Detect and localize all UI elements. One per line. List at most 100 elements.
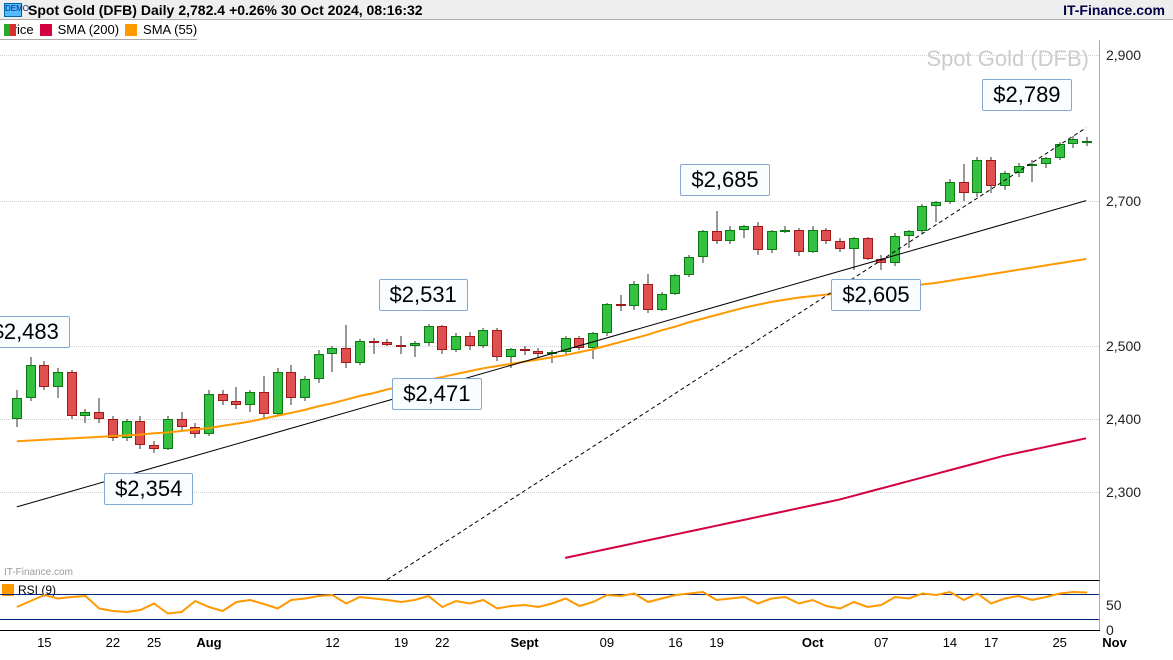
candle[interactable] (355, 40, 365, 580)
x-axis: 152225Aug121922Sept091619Oct07141725Nov (0, 630, 1100, 660)
price-annotation: $2,685 (680, 164, 769, 196)
candle[interactable] (602, 40, 612, 580)
candle[interactable] (1041, 40, 1051, 580)
candle[interactable] (945, 40, 955, 580)
candle[interactable] (39, 40, 49, 580)
candle[interactable] (657, 40, 667, 580)
xtick-label: 12 (325, 635, 339, 650)
candle[interactable] (12, 40, 22, 580)
y-axis-gutter: 2,3002,4002,5002,7002,9002,782.52,604.42… (1100, 40, 1173, 660)
demo-icon: DEMO (4, 3, 22, 17)
candle[interactable] (616, 40, 626, 580)
xtick-label: 09 (600, 635, 614, 650)
candle[interactable] (753, 40, 763, 580)
sma55-swatch (125, 24, 137, 36)
candle[interactable] (314, 40, 324, 580)
candle[interactable] (1000, 40, 1010, 580)
candle[interactable] (1055, 40, 1065, 580)
legend-sma200: SMA (200) (58, 22, 119, 37)
xtick-label: 17 (984, 635, 998, 650)
candle[interactable] (492, 40, 502, 580)
candle[interactable] (1014, 40, 1024, 580)
price-annotation: $2,531 (379, 279, 468, 311)
price-annotation: $2,789 (982, 79, 1071, 111)
candle[interactable] (670, 40, 680, 580)
brand-label: IT-Finance.com (1063, 2, 1165, 18)
candle[interactable] (478, 40, 488, 580)
candle[interactable] (1082, 40, 1092, 580)
candle[interactable] (231, 40, 241, 580)
xtick-label: 22 (435, 635, 449, 650)
candle[interactable] (629, 40, 639, 580)
candle[interactable] (1027, 40, 1037, 580)
title-last: 2,782.4 (178, 2, 225, 18)
candle[interactable] (245, 40, 255, 580)
candle[interactable] (643, 40, 653, 580)
candle[interactable] (369, 40, 379, 580)
price-annotation: $2,471 (392, 378, 481, 410)
candle[interactable] (808, 40, 818, 580)
price-annotation: $2,354 (104, 473, 193, 505)
xtick-label: Sept (510, 635, 538, 650)
candle[interactable] (520, 40, 530, 580)
xtick-label: 16 (668, 635, 682, 650)
price-annotation: $2,483 (0, 316, 70, 348)
candle[interactable] (533, 40, 543, 580)
candle[interactable] (53, 40, 63, 580)
candle[interactable] (218, 40, 228, 580)
ytick-label: 2,700 (1106, 193, 1141, 209)
title-interval: Daily (141, 2, 174, 18)
candle[interactable] (684, 40, 694, 580)
xtick-label: 19 (709, 635, 723, 650)
title-bar: DEMO Spot Gold (DFB) Daily 2,782.4 +0.26… (0, 0, 1173, 20)
candle[interactable] (794, 40, 804, 580)
ytick-label: 2,300 (1106, 484, 1141, 500)
ytick-label: 2,500 (1106, 338, 1141, 354)
xtick-label: 22 (106, 635, 120, 650)
sma200-swatch (40, 24, 52, 36)
candle[interactable] (588, 40, 598, 580)
candle[interactable] (767, 40, 777, 580)
candle[interactable] (821, 40, 831, 580)
price-chart[interactable]: Spot Gold (DFB) IT-Finance.com $2,483$2,… (0, 40, 1100, 580)
candle[interactable] (712, 40, 722, 580)
candle[interactable] (204, 40, 214, 580)
candle[interactable] (931, 40, 941, 580)
title-timestamp: 30 Oct 2024, 08:16:32 (281, 2, 423, 18)
candle[interactable] (300, 40, 310, 580)
candle[interactable] (547, 40, 557, 580)
legend-bar: Price SMA (200) SMA (55) (0, 20, 197, 40)
candle[interactable] (1068, 40, 1078, 580)
candle[interactable] (698, 40, 708, 580)
candle[interactable] (959, 40, 969, 580)
xtick-label: 15 (37, 635, 51, 650)
candle[interactable] (561, 40, 571, 580)
candle[interactable] (259, 40, 269, 580)
candle[interactable] (780, 40, 790, 580)
candle[interactable] (286, 40, 296, 580)
rsi-ytick: 0 (1106, 622, 1114, 638)
candle[interactable] (986, 40, 996, 580)
rsi-panel[interactable]: RSI (9) (0, 580, 1100, 630)
candle[interactable] (327, 40, 337, 580)
xtick-label: Oct (802, 635, 824, 650)
ytick-label: 2,400 (1106, 411, 1141, 427)
candle[interactable] (80, 40, 90, 580)
candle[interactable] (574, 40, 584, 580)
xtick-label: Aug (196, 635, 221, 650)
price-annotation: $2,605 (831, 279, 920, 311)
candle[interactable] (739, 40, 749, 580)
candle[interactable] (972, 40, 982, 580)
candle[interactable] (26, 40, 36, 580)
xtick-label: 14 (943, 635, 957, 650)
candle[interactable] (506, 40, 516, 580)
candle[interactable] (94, 40, 104, 580)
candle[interactable] (67, 40, 77, 580)
xtick-label: 25 (147, 635, 161, 650)
legend-sma55: SMA (55) (143, 22, 197, 37)
ytick-label: 2,900 (1106, 47, 1141, 63)
candle[interactable] (725, 40, 735, 580)
candle[interactable] (341, 40, 351, 580)
candle[interactable] (273, 40, 283, 580)
title-symbol: Spot Gold (DFB) (28, 2, 137, 18)
